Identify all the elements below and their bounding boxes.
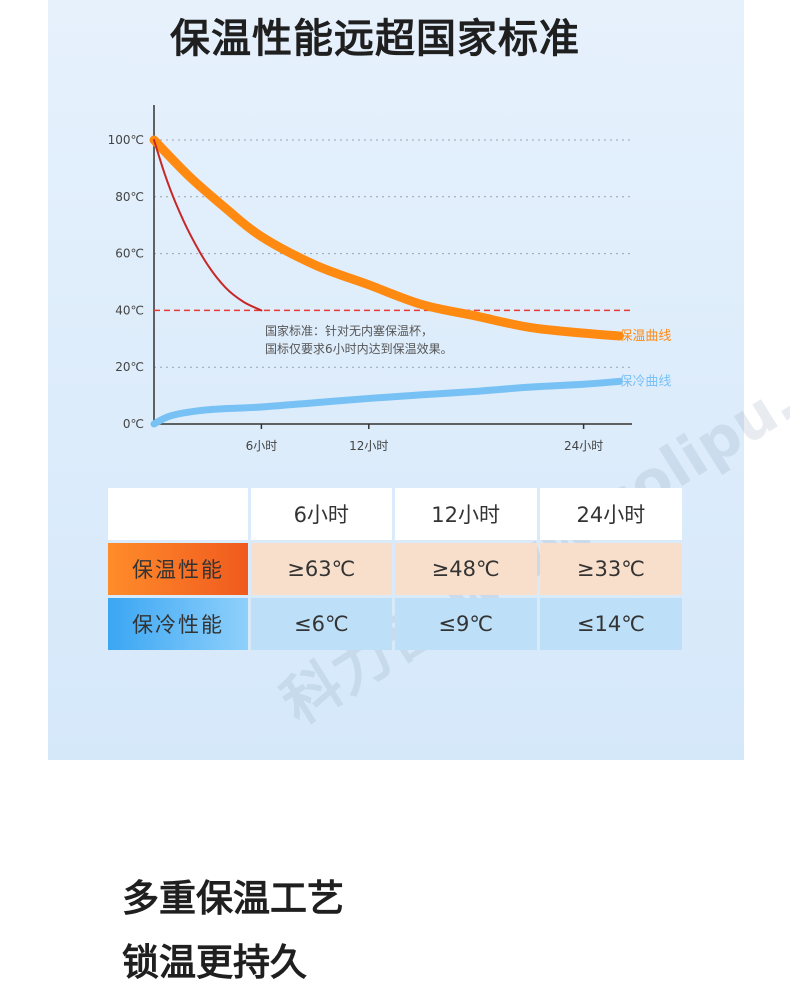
y-tick-label: 80℃ <box>115 190 144 204</box>
table-row-cold: 保冷性能 ≤6℃ ≤9℃ ≤14℃ <box>108 598 682 650</box>
table-header-24h: 24小时 <box>539 488 682 540</box>
table-header-12h: 12小时 <box>394 488 537 540</box>
cell-cold-24h: ≤14℃ <box>539 598 682 650</box>
x-tick-label: 24小时 <box>564 439 603 453</box>
series-cold-line <box>150 377 623 428</box>
cell-cold-6h: ≤6℃ <box>251 598 392 650</box>
annotation-text: 国家标准：针对无内塞保温杯， <box>265 323 433 338</box>
y-tick-label: 100℃ <box>108 133 144 147</box>
series-standard-line <box>153 139 263 312</box>
table-row-warm: 保温性能 ≥63℃ ≥48℃ ≥33℃ <box>108 543 682 595</box>
series-warm-line <box>149 135 624 341</box>
cell-warm-12h: ≥48℃ <box>394 543 537 595</box>
y-tick-label: 20℃ <box>115 360 144 374</box>
legend-label: 保温曲线 <box>619 329 671 344</box>
table-corner <box>108 488 248 540</box>
heading-line-1: 多重保温工艺 <box>122 877 344 920</box>
x-tick-label: 12小时 <box>349 439 388 453</box>
heading-line-2: 锁温更持久 <box>122 941 307 984</box>
table-header-row: 6小时 12小时 24小时 <box>108 488 682 540</box>
table-header-6h: 6小时 <box>251 488 392 540</box>
y-tick-label: 0℃ <box>123 417 144 431</box>
performance-table: 6小时 12小时 24小时 保温性能 ≥63℃ ≥48℃ ≥33℃ 保冷性能 ≤… <box>105 485 685 653</box>
cell-cold-12h: ≤9℃ <box>394 598 537 650</box>
y-tick-label: 60℃ <box>115 247 144 261</box>
annotation-text: 国标仅要求6小时内达到保温效果。 <box>265 341 453 356</box>
cell-warm-6h: ≥63℃ <box>251 543 392 595</box>
row-label-cold: 保冷性能 <box>108 598 248 650</box>
y-tick-label: 40℃ <box>115 303 144 317</box>
panel-title: 保温性能远超国家标准 <box>170 16 580 62</box>
cell-warm-24h: ≥33℃ <box>539 543 682 595</box>
row-label-warm: 保温性能 <box>108 543 248 595</box>
x-tick-label: 6小时 <box>246 439 278 453</box>
legend-label: 保冷曲线 <box>619 374 671 389</box>
